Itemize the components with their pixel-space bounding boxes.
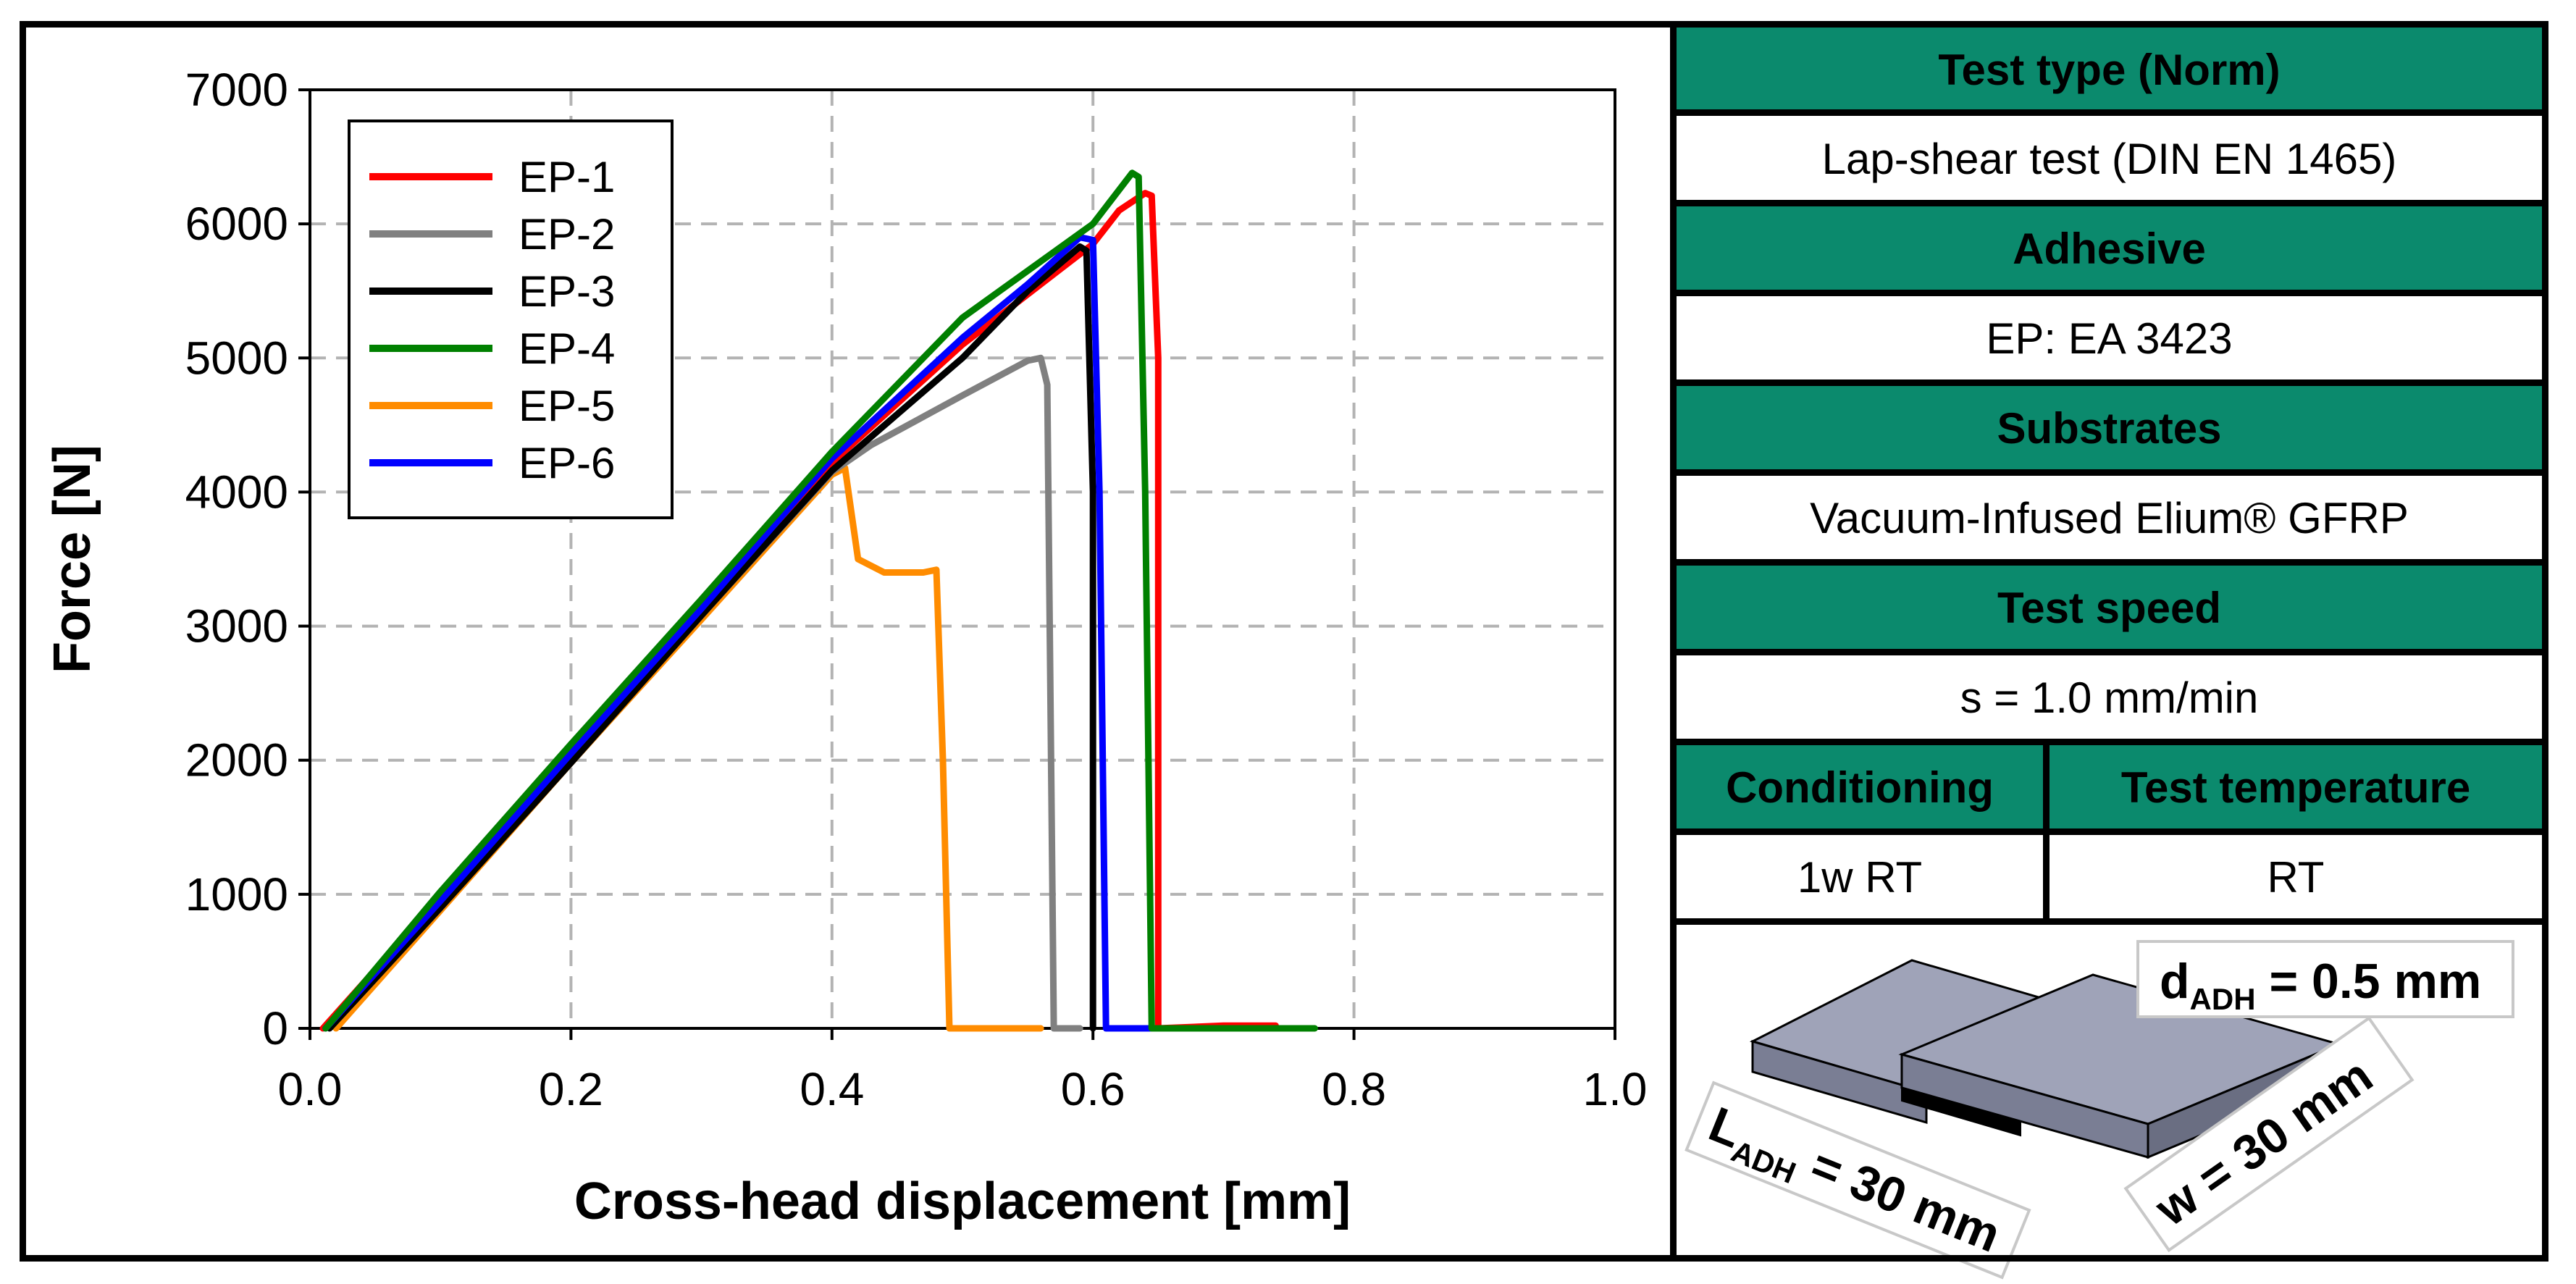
legend: EP-1 EP-2 EP-3 EP-4 EP-5 EP-6 — [348, 119, 674, 519]
y-tick-label: 4000 — [185, 466, 288, 518]
test-temperature-header: Test temperature — [2050, 745, 2542, 830]
adhesive-header: Adhesive — [1677, 206, 2542, 291]
substrates-value: Vacuum-Infused Elium® GFRP — [1677, 476, 2542, 561]
series-line-ep-6 — [322, 234, 1207, 1032]
length-label-box — [1685, 1081, 2031, 1280]
series-line-ep-3 — [326, 243, 1096, 1032]
legend-label-ep-6: EP-6 — [519, 439, 615, 487]
panel-divider — [1670, 21, 1677, 1262]
x-tick-label: 0.0 — [278, 1063, 343, 1115]
y-tick-label: 1000 — [185, 868, 288, 920]
test-type-header: Test type (Norm) — [1677, 28, 2542, 112]
table-rule — [1677, 379, 2542, 386]
y-tick-label: 5000 — [185, 332, 288, 384]
x-tick-label: 1.0 — [1583, 1063, 1648, 1115]
table-column-rule — [2043, 745, 2050, 920]
test-speed-value: s = 1.0 mm/min — [1677, 655, 2542, 740]
x-tick-label: 0.8 — [1322, 1063, 1386, 1115]
y-tick-label: 0 — [262, 1002, 288, 1054]
table-rule — [1677, 739, 2542, 745]
x-tick-label: 0.6 — [1061, 1063, 1125, 1115]
table-rule — [1677, 649, 2542, 655]
x-tick-label: 0.4 — [800, 1063, 864, 1115]
data-series — [319, 169, 1318, 1032]
table-rule — [1677, 469, 2542, 476]
y-axis-title: Force [N] — [43, 445, 101, 674]
test-temperature-value: RT — [2050, 835, 2542, 920]
table-rule — [1677, 200, 2542, 206]
conditioning-value: 1w RT — [1677, 835, 2043, 920]
x-axis-title: Cross-head displacement [mm] — [574, 1172, 1351, 1230]
figure-frame — [20, 21, 2548, 1262]
legend-label-ep-2: EP-2 — [519, 210, 615, 259]
y-tick-label: 7000 — [185, 64, 288, 116]
table-rule — [1677, 918, 2542, 925]
legend-box — [348, 119, 674, 519]
legend-label-ep-3: EP-3 — [519, 267, 615, 316]
y-tick-label: 6000 — [185, 198, 288, 250]
legend-label-ep-5: EP-5 — [519, 382, 615, 430]
axis-ticks: 0.0 0.2 0.4 0.6 0.8 1.0 0 1000 2000 3000 4000 5000 6… — [185, 64, 1648, 1115]
series-line-ep-4 — [322, 169, 1318, 1032]
adhesive-value: EP: EA 3423 — [1677, 296, 2542, 381]
y-tick-label: 3000 — [185, 600, 288, 653]
legend-label-ep-4: EP-4 — [519, 324, 615, 373]
y-tick-label: 2000 — [185, 734, 288, 786]
thickness-label-box — [2136, 940, 2514, 1018]
thickness-label: dADH = 0.5 mm — [2160, 954, 2481, 1016]
substrates-header: Substrates — [1677, 386, 2542, 471]
test-speed-header: Test speed — [1677, 566, 2542, 650]
legend-label-ep-1: EP-1 — [519, 153, 615, 201]
table-rule — [1677, 559, 2542, 566]
table-rule — [1677, 828, 2542, 835]
width-label-box — [2123, 1016, 2415, 1253]
x-tick-label: 0.2 — [539, 1063, 603, 1115]
table-rule — [1677, 109, 2542, 116]
conditioning-header: Conditioning — [1677, 745, 2043, 830]
test-type-value: Lap-shear test (DIN EN 1465) — [1677, 116, 2542, 201]
lower-substrate-front — [1751, 1040, 1928, 1124]
table-rule — [1677, 290, 2542, 296]
